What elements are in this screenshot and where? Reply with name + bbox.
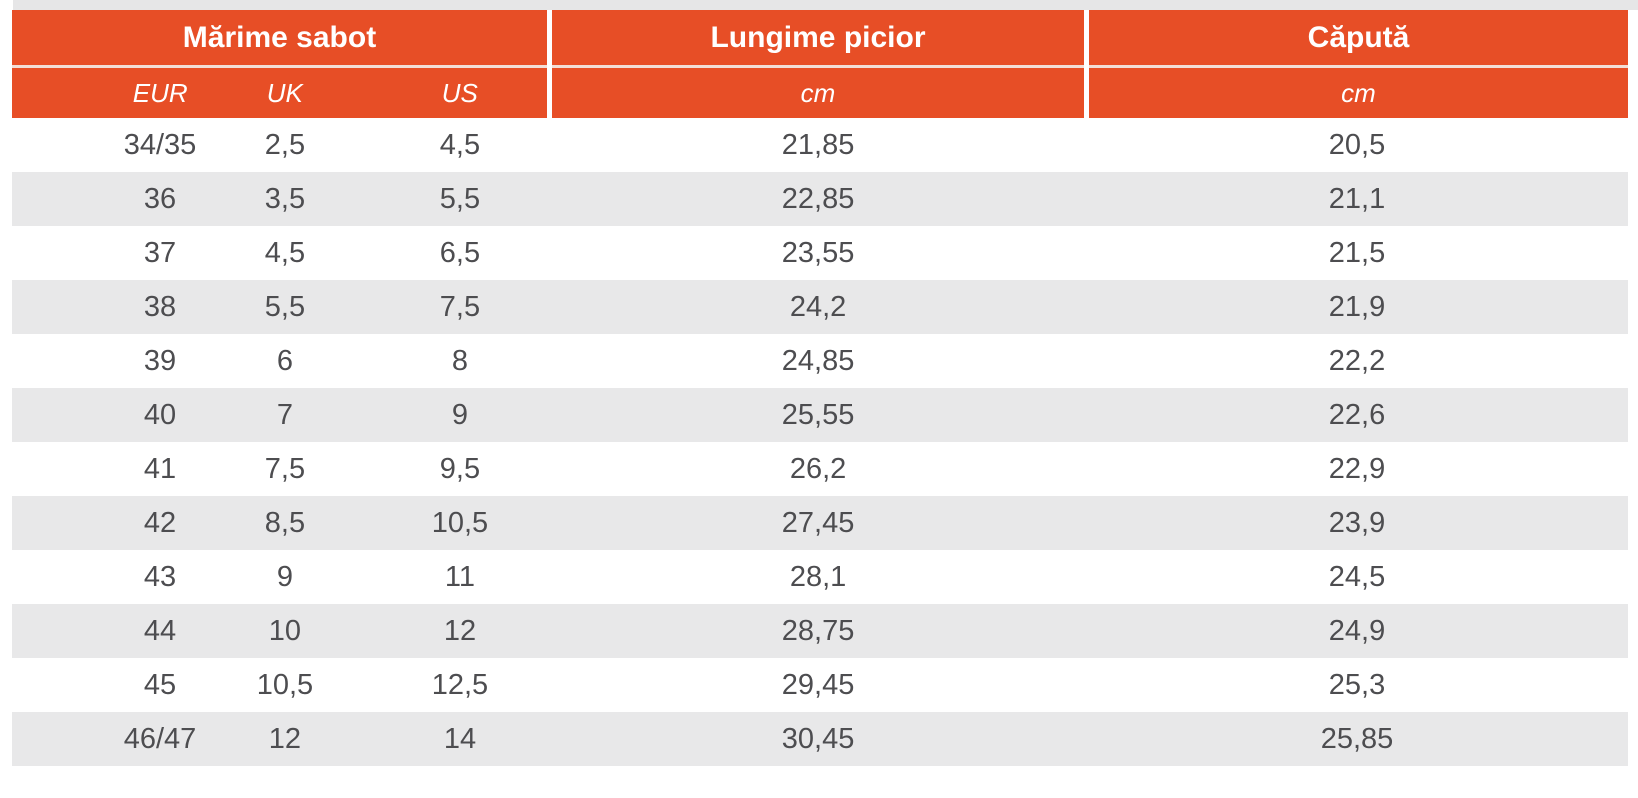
- table-row: 37 4,5 6,5 23,55 21,5: [12, 226, 1628, 280]
- header-group-upper: Căpută: [1089, 10, 1628, 68]
- header-unit-upper-cm: cm: [1089, 68, 1628, 118]
- cell-upper: 25,85: [1320, 723, 1394, 755]
- cell-us: 9,5: [439, 453, 481, 485]
- header-col-eur: EUR: [132, 78, 188, 108]
- cell-foot: 26,2: [789, 453, 847, 485]
- cell-upper: 22,2: [1328, 345, 1386, 377]
- cell-eur: 34/35: [123, 129, 197, 161]
- cell-upper: 22,9: [1328, 453, 1386, 485]
- cell-uk: 10,5: [256, 669, 314, 701]
- cell-foot: 28,1: [789, 561, 847, 593]
- cell-foot: 23,55: [781, 237, 855, 269]
- cell-uk: 6: [276, 345, 294, 377]
- cell-uk: 8,5: [264, 507, 306, 539]
- cell-upper: 24,9: [1328, 615, 1386, 647]
- cell-eur: 45: [143, 669, 177, 701]
- header-unit-cell-sizes: EUR UK US: [12, 68, 547, 118]
- cell-uk: 3,5: [264, 183, 306, 215]
- cell-foot: 28,75: [781, 615, 855, 647]
- table-rows: 34/35 2,5 4,5 21,85 20,5 36 3,5 5,5 22,85 21,1 37 4…: [12, 118, 1628, 766]
- cell-us: 6,5: [439, 237, 481, 269]
- cell-eur: 42: [143, 507, 177, 539]
- table-row: 39 6 8 24,85 22,2: [12, 334, 1628, 388]
- cell-upper: 22,6: [1328, 399, 1386, 431]
- cell-us: 12,5: [431, 669, 489, 701]
- cell-foot: 21,85: [781, 129, 855, 161]
- cell-us: 7,5: [439, 291, 481, 323]
- cell-upper: 24,5: [1328, 561, 1386, 593]
- cell-eur: 43: [143, 561, 177, 593]
- cell-eur: 37: [143, 237, 177, 269]
- cell-uk: 7,5: [264, 453, 306, 485]
- cell-us: 11: [444, 561, 476, 593]
- table-row: 42 8,5 10,5 27,45 23,9: [12, 496, 1628, 550]
- cell-eur: 38: [143, 291, 177, 323]
- cell-uk: 2,5: [264, 129, 306, 161]
- cell-upper: 25,3: [1328, 669, 1386, 701]
- cell-us: 5,5: [439, 183, 481, 215]
- top-divider-strip: [13, 0, 1638, 10]
- cell-upper: 21,1: [1328, 183, 1386, 215]
- header-unit-foot-cm: cm: [552, 68, 1084, 118]
- cell-foot: 22,85: [781, 183, 855, 215]
- cell-eur: 44: [143, 615, 177, 647]
- cell-foot: 25,55: [781, 399, 855, 431]
- table-row: 45 10,5 12,5 29,45 25,3: [12, 658, 1628, 712]
- header-group-clog-size: Mărime sabot: [12, 10, 547, 68]
- cell-uk: 10: [268, 615, 302, 647]
- cell-eur: 39: [143, 345, 177, 377]
- cell-foot: 30,45: [781, 723, 855, 755]
- cell-eur: 46/47: [123, 723, 197, 755]
- table-row: 41 7,5 9,5 26,2 22,9: [12, 442, 1628, 496]
- cell-us: 12: [443, 615, 477, 647]
- cell-upper: 21,9: [1328, 291, 1386, 323]
- cell-upper: 20,5: [1328, 129, 1386, 161]
- shoe-size-table: Mărime sabot Lungime picior Căpută EUR U…: [12, 10, 1628, 766]
- table-header-groups: Mărime sabot Lungime picior Căpută: [12, 10, 1628, 68]
- table-row: 46/47 12 14 30,45 25,85: [12, 712, 1628, 766]
- cell-upper: 21,5: [1328, 237, 1386, 269]
- table-row: 40 7 9 25,55 22,6: [12, 388, 1628, 442]
- cell-uk: 12: [268, 723, 302, 755]
- header-group-foot-length: Lungime picior: [552, 10, 1084, 68]
- cell-uk: 5,5: [264, 291, 306, 323]
- header-col-uk: UK: [266, 78, 303, 108]
- cell-us: 4,5: [439, 129, 481, 161]
- cell-eur: 36: [143, 183, 177, 215]
- cell-upper: 23,9: [1328, 507, 1386, 539]
- table-row: 44 10 12 28,75 24,9: [12, 604, 1628, 658]
- cell-eur: 41: [143, 453, 177, 485]
- cell-foot: 29,45: [781, 669, 855, 701]
- cell-uk: 7: [276, 399, 294, 431]
- table-header-units: EUR UK US cm cm: [12, 68, 1628, 118]
- cell-uk: 9: [276, 561, 294, 593]
- cell-uk: 4,5: [264, 237, 306, 269]
- header-col-us: US: [441, 78, 478, 108]
- cell-us: 10,5: [431, 507, 489, 539]
- cell-us: 8: [451, 345, 469, 377]
- table-row: 43 9 11 28,1 24,5: [12, 550, 1628, 604]
- cell-foot: 24,2: [789, 291, 847, 323]
- cell-us: 14: [443, 723, 477, 755]
- table-row: 36 3,5 5,5 22,85 21,1: [12, 172, 1628, 226]
- table-row: 38 5,5 7,5 24,2 21,9: [12, 280, 1628, 334]
- table-row: 34/35 2,5 4,5 21,85 20,5: [12, 118, 1628, 172]
- cell-eur: 40: [143, 399, 177, 431]
- cell-us: 9: [451, 399, 469, 431]
- cell-foot: 27,45: [781, 507, 855, 539]
- cell-foot: 24,85: [781, 345, 855, 377]
